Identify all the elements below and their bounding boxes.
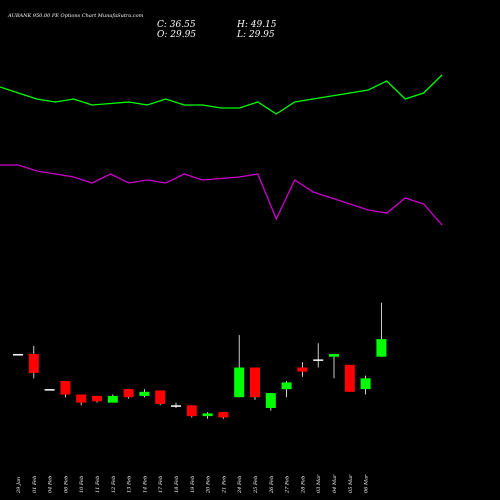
x-tick-label: 27 Feb — [285, 476, 291, 494]
x-tick-label: 10 Feb — [79, 476, 85, 493]
x-tick-label: 18 Feb — [174, 476, 180, 493]
x-tick-label: 26 Feb — [269, 476, 275, 494]
low-label: L: 29.95 — [236, 30, 275, 40]
candle-body — [28, 354, 39, 373]
candle-body — [218, 412, 229, 418]
open-label: O: 29.95 — [157, 30, 196, 40]
candle-body — [60, 381, 71, 395]
candle-body — [186, 405, 197, 417]
x-tick-label: 17 Feb — [158, 476, 164, 493]
x-tick-label: 04 Mar — [332, 474, 338, 493]
magenta-indicator-line — [0, 164, 443, 226]
x-axis: 29 Jan 01 Feb 04 Feb 06 Feb 10 Feb 11 Feb 12 F… — [16, 474, 370, 494]
candle-body — [297, 367, 308, 372]
high-label: H: 49.15 — [236, 20, 277, 30]
candle-body — [44, 389, 55, 391]
candle-body — [123, 389, 134, 398]
close-label: C: 36.55 — [157, 20, 196, 30]
candle-body — [250, 367, 260, 398]
x-tick-label: 24 Feb — [237, 476, 243, 494]
x-tick-label: 14 Feb — [142, 476, 148, 493]
candle-body — [92, 395, 102, 402]
indicator-lines — [0, 74, 443, 226]
x-tick-label: 13 Feb — [127, 476, 133, 493]
x-tick-label: 28 Feb — [300, 476, 306, 494]
candles — [13, 302, 387, 419]
candle-body — [313, 359, 324, 361]
x-tick-label: 05 Mar — [348, 474, 354, 493]
candle-body — [76, 394, 87, 403]
candle-body — [344, 364, 355, 392]
x-tick-label: 06 Mar — [364, 474, 370, 493]
candle-body — [202, 413, 213, 417]
x-tick-label: 21 Feb — [221, 476, 227, 494]
candle-body — [265, 393, 276, 408]
x-tick-label: 11 Feb — [95, 476, 101, 493]
x-tick-label: 12 Feb — [111, 476, 117, 493]
candle-body — [234, 367, 245, 398]
candle-body — [139, 391, 150, 396]
x-tick-label: 03 Mar — [316, 474, 322, 493]
x-tick-label: 04 Feb — [48, 476, 54, 493]
candle-body — [360, 378, 371, 390]
candle-body — [329, 354, 339, 357]
candle-body — [376, 339, 387, 357]
candle-body — [171, 405, 181, 407]
x-tick-label: 06 Feb — [63, 476, 69, 493]
candle-body — [13, 354, 23, 356]
x-tick-label: 19 Feb — [190, 476, 196, 493]
green-indicator-line — [0, 74, 443, 115]
chart-title: AUBANK 950.00 PE Options Chart MunafaSut… — [7, 13, 144, 19]
x-tick-label: 29 Jan — [16, 477, 22, 494]
x-tick-label: 25 Feb — [253, 476, 259, 494]
candle-body — [107, 395, 118, 403]
candle-body — [155, 390, 166, 404]
candle-body — [281, 382, 292, 390]
x-tick-label: 01 Feb — [32, 476, 38, 493]
x-tick-label: 20 Feb — [206, 476, 212, 494]
